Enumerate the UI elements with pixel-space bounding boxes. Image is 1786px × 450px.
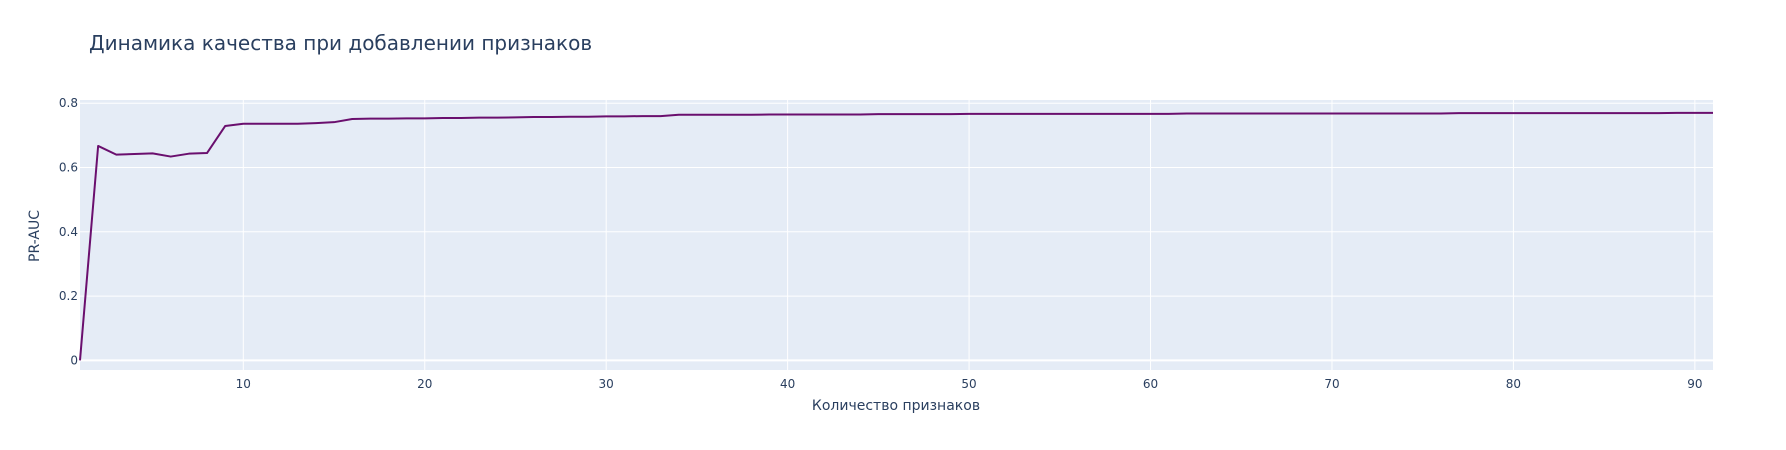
y-tick-label: 0.8 [59,96,78,110]
x-tick-label: 60 [1143,377,1158,391]
x-axis-title: Количество признаков [812,398,980,414]
series-layer [79,111,1713,361]
x-tick-label: 50 [961,377,976,391]
x-tick-label: 10 [236,377,251,391]
x-tick-label: 40 [780,377,795,391]
x-tick-label: 70 [1324,377,1339,391]
y-tick-label: 0.4 [59,225,78,239]
plot-area [80,100,1713,370]
tick-labels: 0 0.2 0.4 0.6 0.8 10 20 30 40 50 60 70 80 90 [59,96,1703,391]
series-line [79,111,1713,361]
grid-lines [80,100,1713,370]
x-tick-label: 90 [1687,377,1702,391]
chart-title: Динамика качества при добавлении признак… [89,31,592,55]
y-axis-title: PR-AUC [27,210,43,262]
y-tick-label: 0.2 [59,289,78,303]
x-tick-label: 20 [417,377,432,391]
x-tick-label: 80 [1506,377,1521,391]
x-tick-label: 30 [599,377,614,391]
y-tick-label: 0.6 [59,161,78,175]
y-tick-label: 0 [70,353,78,367]
